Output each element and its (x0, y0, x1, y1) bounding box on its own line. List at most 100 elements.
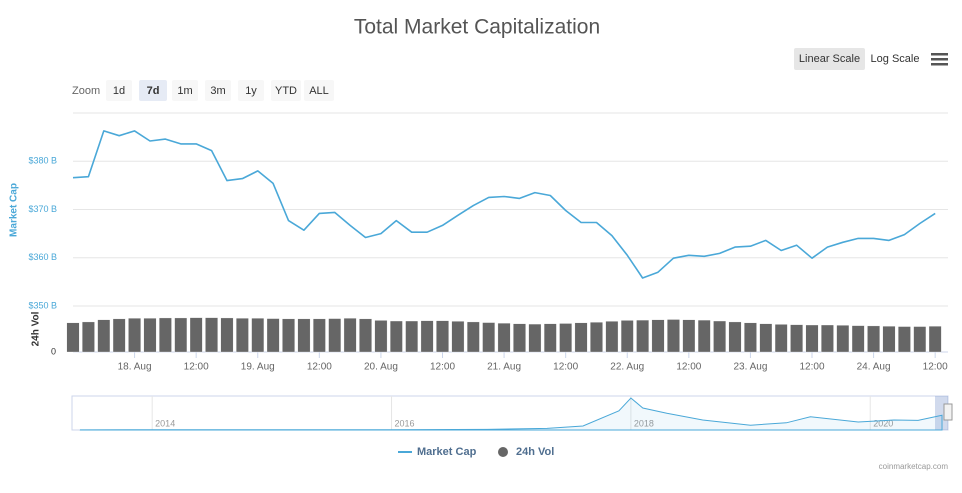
volume-bar (436, 320, 449, 353)
volume-bar (343, 318, 357, 353)
y-axis-title: Market Cap (9, 183, 20, 237)
zoom-button-label[interactable]: 1m (177, 85, 192, 97)
volume-bar (821, 324, 834, 353)
volume-bar (574, 322, 588, 353)
zoom-button-label[interactable]: 3m (210, 85, 225, 97)
volume-bar (744, 322, 757, 353)
navigator-handle[interactable] (943, 403, 953, 421)
volume-bar (928, 326, 942, 353)
zoom-button-label[interactable]: YTD (275, 85, 297, 97)
volume-bar (605, 321, 619, 353)
zoom-button-label[interactable]: ALL (309, 85, 329, 97)
zoom-button[interactable] (304, 80, 334, 101)
volume-bar (620, 320, 634, 353)
market-cap-line (72, 130, 936, 279)
scale-button[interactable] (866, 48, 924, 70)
y-tick-label: $350 B (28, 300, 57, 310)
volume-bar (159, 317, 172, 353)
volume-bar (420, 320, 434, 353)
navigator-tick-label: 2016 (395, 418, 415, 428)
menu-icon[interactable] (931, 53, 948, 66)
x-tick-label: 23. Aug (733, 362, 767, 373)
volume-bar (913, 326, 927, 353)
navigator-area (79, 397, 943, 431)
credits: coinmarketcap.com (879, 462, 949, 471)
volume-bar (636, 319, 649, 353)
zoom-button[interactable] (205, 80, 231, 101)
volume-bar (297, 318, 311, 353)
zoom-button-label[interactable]: 1d (113, 85, 125, 97)
volume-bar (759, 323, 773, 353)
x-tick-label: 12:00 (923, 362, 948, 373)
volume-bar (66, 322, 80, 353)
volume-bar (497, 323, 511, 353)
x-tick-label: 24. Aug (857, 362, 891, 373)
volume-bar (590, 322, 603, 353)
volume-bar (328, 318, 342, 353)
volume-bar (774, 324, 788, 353)
volume-bar (867, 325, 880, 353)
y-tick-label: $360 B (28, 252, 57, 262)
x-tick-label: 18. Aug (118, 362, 152, 373)
navigator-tick-label: 2020 (873, 418, 893, 428)
zoom-button[interactable] (238, 80, 264, 101)
volume-bar (882, 326, 896, 353)
volume-bar (313, 318, 326, 353)
navigator-tick-label: 2014 (155, 418, 175, 428)
scale-button[interactable] (794, 48, 865, 70)
scale-button-label[interactable]: Linear Scale (799, 53, 860, 65)
x-tick-label: 21. Aug (487, 362, 521, 373)
volume-bar (559, 323, 572, 353)
chart-title: Total Market Capitalization (354, 16, 600, 39)
legend-label[interactable]: Market Cap (417, 446, 477, 458)
zoom-button-label[interactable]: 1y (245, 85, 257, 97)
volume-bar (236, 318, 249, 353)
volume-bar (112, 318, 126, 353)
volume-bar (697, 319, 711, 353)
volume-bar (282, 318, 295, 353)
volume-bar (836, 325, 850, 353)
volume-bar (97, 319, 111, 353)
volume-bar (528, 323, 542, 353)
y-tick-label: $380 B (28, 156, 57, 166)
volume-bar (651, 319, 665, 353)
volume-bar (266, 318, 280, 353)
x-tick-label: 12:00 (676, 362, 701, 373)
zoom-button[interactable] (271, 80, 301, 101)
x-tick-label: 12:00 (307, 362, 332, 373)
x-tick-label: 19. Aug (241, 362, 275, 373)
zoom-button[interactable] (106, 80, 132, 101)
y2-tick-label: 0 (51, 346, 56, 356)
zoom-label: Zoom (72, 85, 100, 97)
x-tick-label: 12:00 (184, 362, 209, 373)
volume-bar (359, 318, 372, 353)
volume-bar (667, 319, 680, 353)
x-tick-label: 22. Aug (610, 362, 644, 373)
volume-bar (682, 319, 696, 353)
volume-bar (174, 317, 188, 353)
volume-bar (189, 317, 203, 353)
volume-bar (220, 317, 234, 353)
volume-bar (543, 323, 557, 353)
volume-bar (251, 318, 265, 353)
navigator-tick-label: 2018 (634, 418, 654, 428)
zoom-button[interactable] (172, 80, 198, 101)
volume-bar (205, 317, 218, 353)
scale-button-label[interactable]: Log Scale (871, 53, 920, 65)
volume-bar (374, 320, 388, 353)
volume-bar (405, 320, 419, 353)
legend-label[interactable]: 24h Vol (516, 446, 554, 458)
zoom-button-label[interactable]: 7d (147, 85, 160, 97)
volume-bar (513, 323, 526, 353)
volume-bar (482, 322, 495, 353)
volume-bar (82, 321, 95, 353)
navigator-frame (71, 395, 949, 431)
x-tick-label: 12:00 (553, 362, 578, 373)
volume-bar (143, 318, 157, 353)
zoom-button[interactable] (139, 80, 167, 101)
volume-bar (728, 321, 742, 353)
volume-bar (805, 324, 819, 353)
volume-bar (851, 325, 865, 353)
x-tick-label: 12:00 (430, 362, 455, 373)
